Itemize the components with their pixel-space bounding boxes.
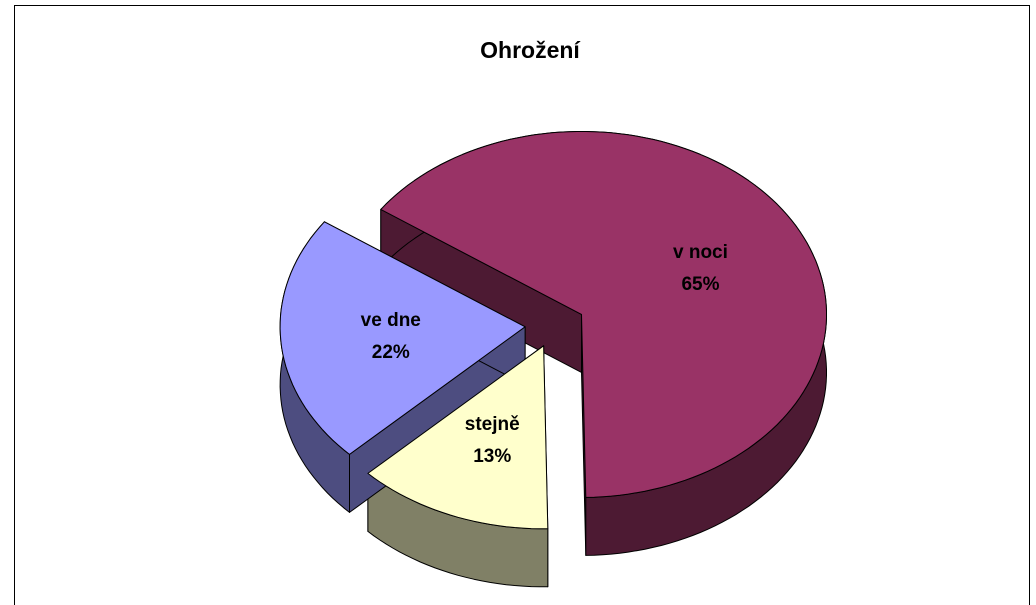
chart-title: Ohrožení [480,37,581,63]
slice-value-label: 22% [372,342,410,363]
slice-label: v noci [673,242,728,263]
slice-label: stejně [465,414,520,435]
slice-value-label: 65% [681,274,719,295]
slice [367,345,549,530]
slice-tops [279,131,827,530]
slice [380,131,827,498]
slice [279,221,526,455]
slice-label: ve dne [361,310,421,331]
slice-value-label: 13% [473,446,511,467]
